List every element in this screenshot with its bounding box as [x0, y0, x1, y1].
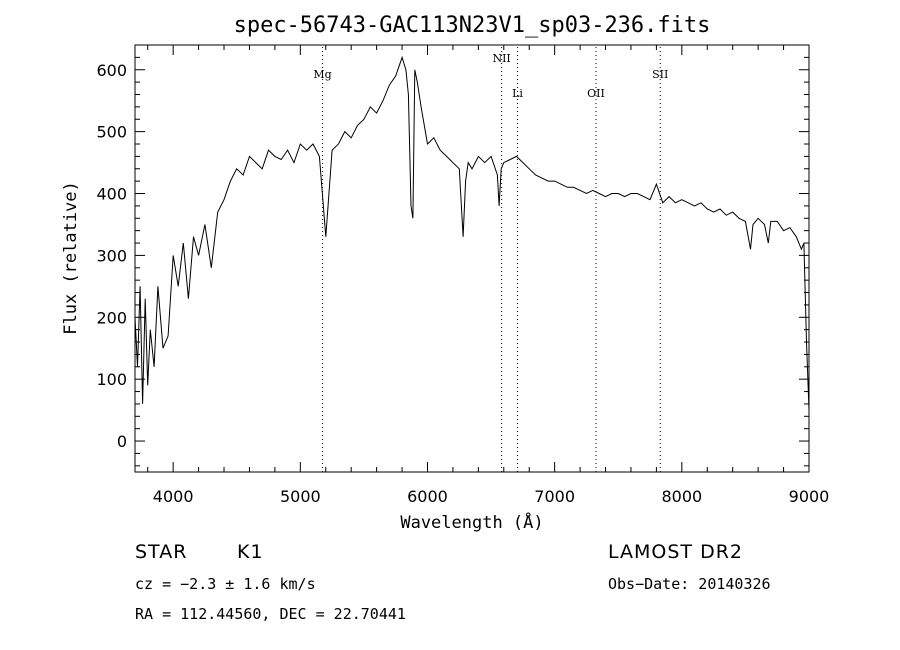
- line-label-li: Li: [512, 87, 523, 100]
- line-label-sii: SII: [652, 68, 668, 81]
- x-axis-label: Wavelength (Å): [400, 511, 543, 533]
- x-tick-label: 6000: [407, 487, 448, 506]
- line-label-oii: OII: [587, 87, 605, 100]
- obs-date: Obs−Date: 20140326: [608, 575, 771, 593]
- chart-title: spec-56743-GAC113N23V1_sp03-236.fits: [234, 13, 711, 38]
- series-line-0: [135, 55, 809, 411]
- y-tick-label: 200: [96, 308, 127, 327]
- x-tick-label: 4000: [153, 487, 194, 506]
- x-tick-label: 8000: [661, 487, 702, 506]
- survey-name: LAMOST DR2: [608, 541, 743, 563]
- flux-series: [135, 55, 809, 411]
- y-tick-label: 600: [96, 61, 127, 80]
- x-tick-label: 9000: [789, 487, 830, 506]
- y-tick-label: 0: [117, 432, 127, 451]
- y-tick-label: 400: [96, 185, 127, 204]
- coordinates: RA = 112.44560, DEC = 22.70441: [135, 605, 406, 623]
- line-label-nii: NII: [492, 52, 510, 65]
- object-type: STAR: [135, 541, 188, 563]
- y-tick-label: 300: [96, 246, 127, 265]
- y-tick-label: 100: [96, 370, 127, 389]
- x-tick-label: 5000: [280, 487, 321, 506]
- x-tick-label: 7000: [534, 487, 575, 506]
- axis-ticks: 4000 5000 6000 7000 8000 9000 0 100 200 300 400 500…: [96, 44, 830, 506]
- subclass: K1: [237, 541, 264, 563]
- y-axis-label: Flux (relative): [61, 181, 81, 335]
- plot-frame: [134, 44, 810, 473]
- emission-line-markers: Mg NII Li OII SII: [313, 47, 668, 472]
- line-label-mg: Mg: [313, 68, 331, 81]
- y-tick-label: 500: [96, 123, 127, 142]
- redshift-text: cz = −2.3 ± 1.6 km/s: [135, 575, 316, 593]
